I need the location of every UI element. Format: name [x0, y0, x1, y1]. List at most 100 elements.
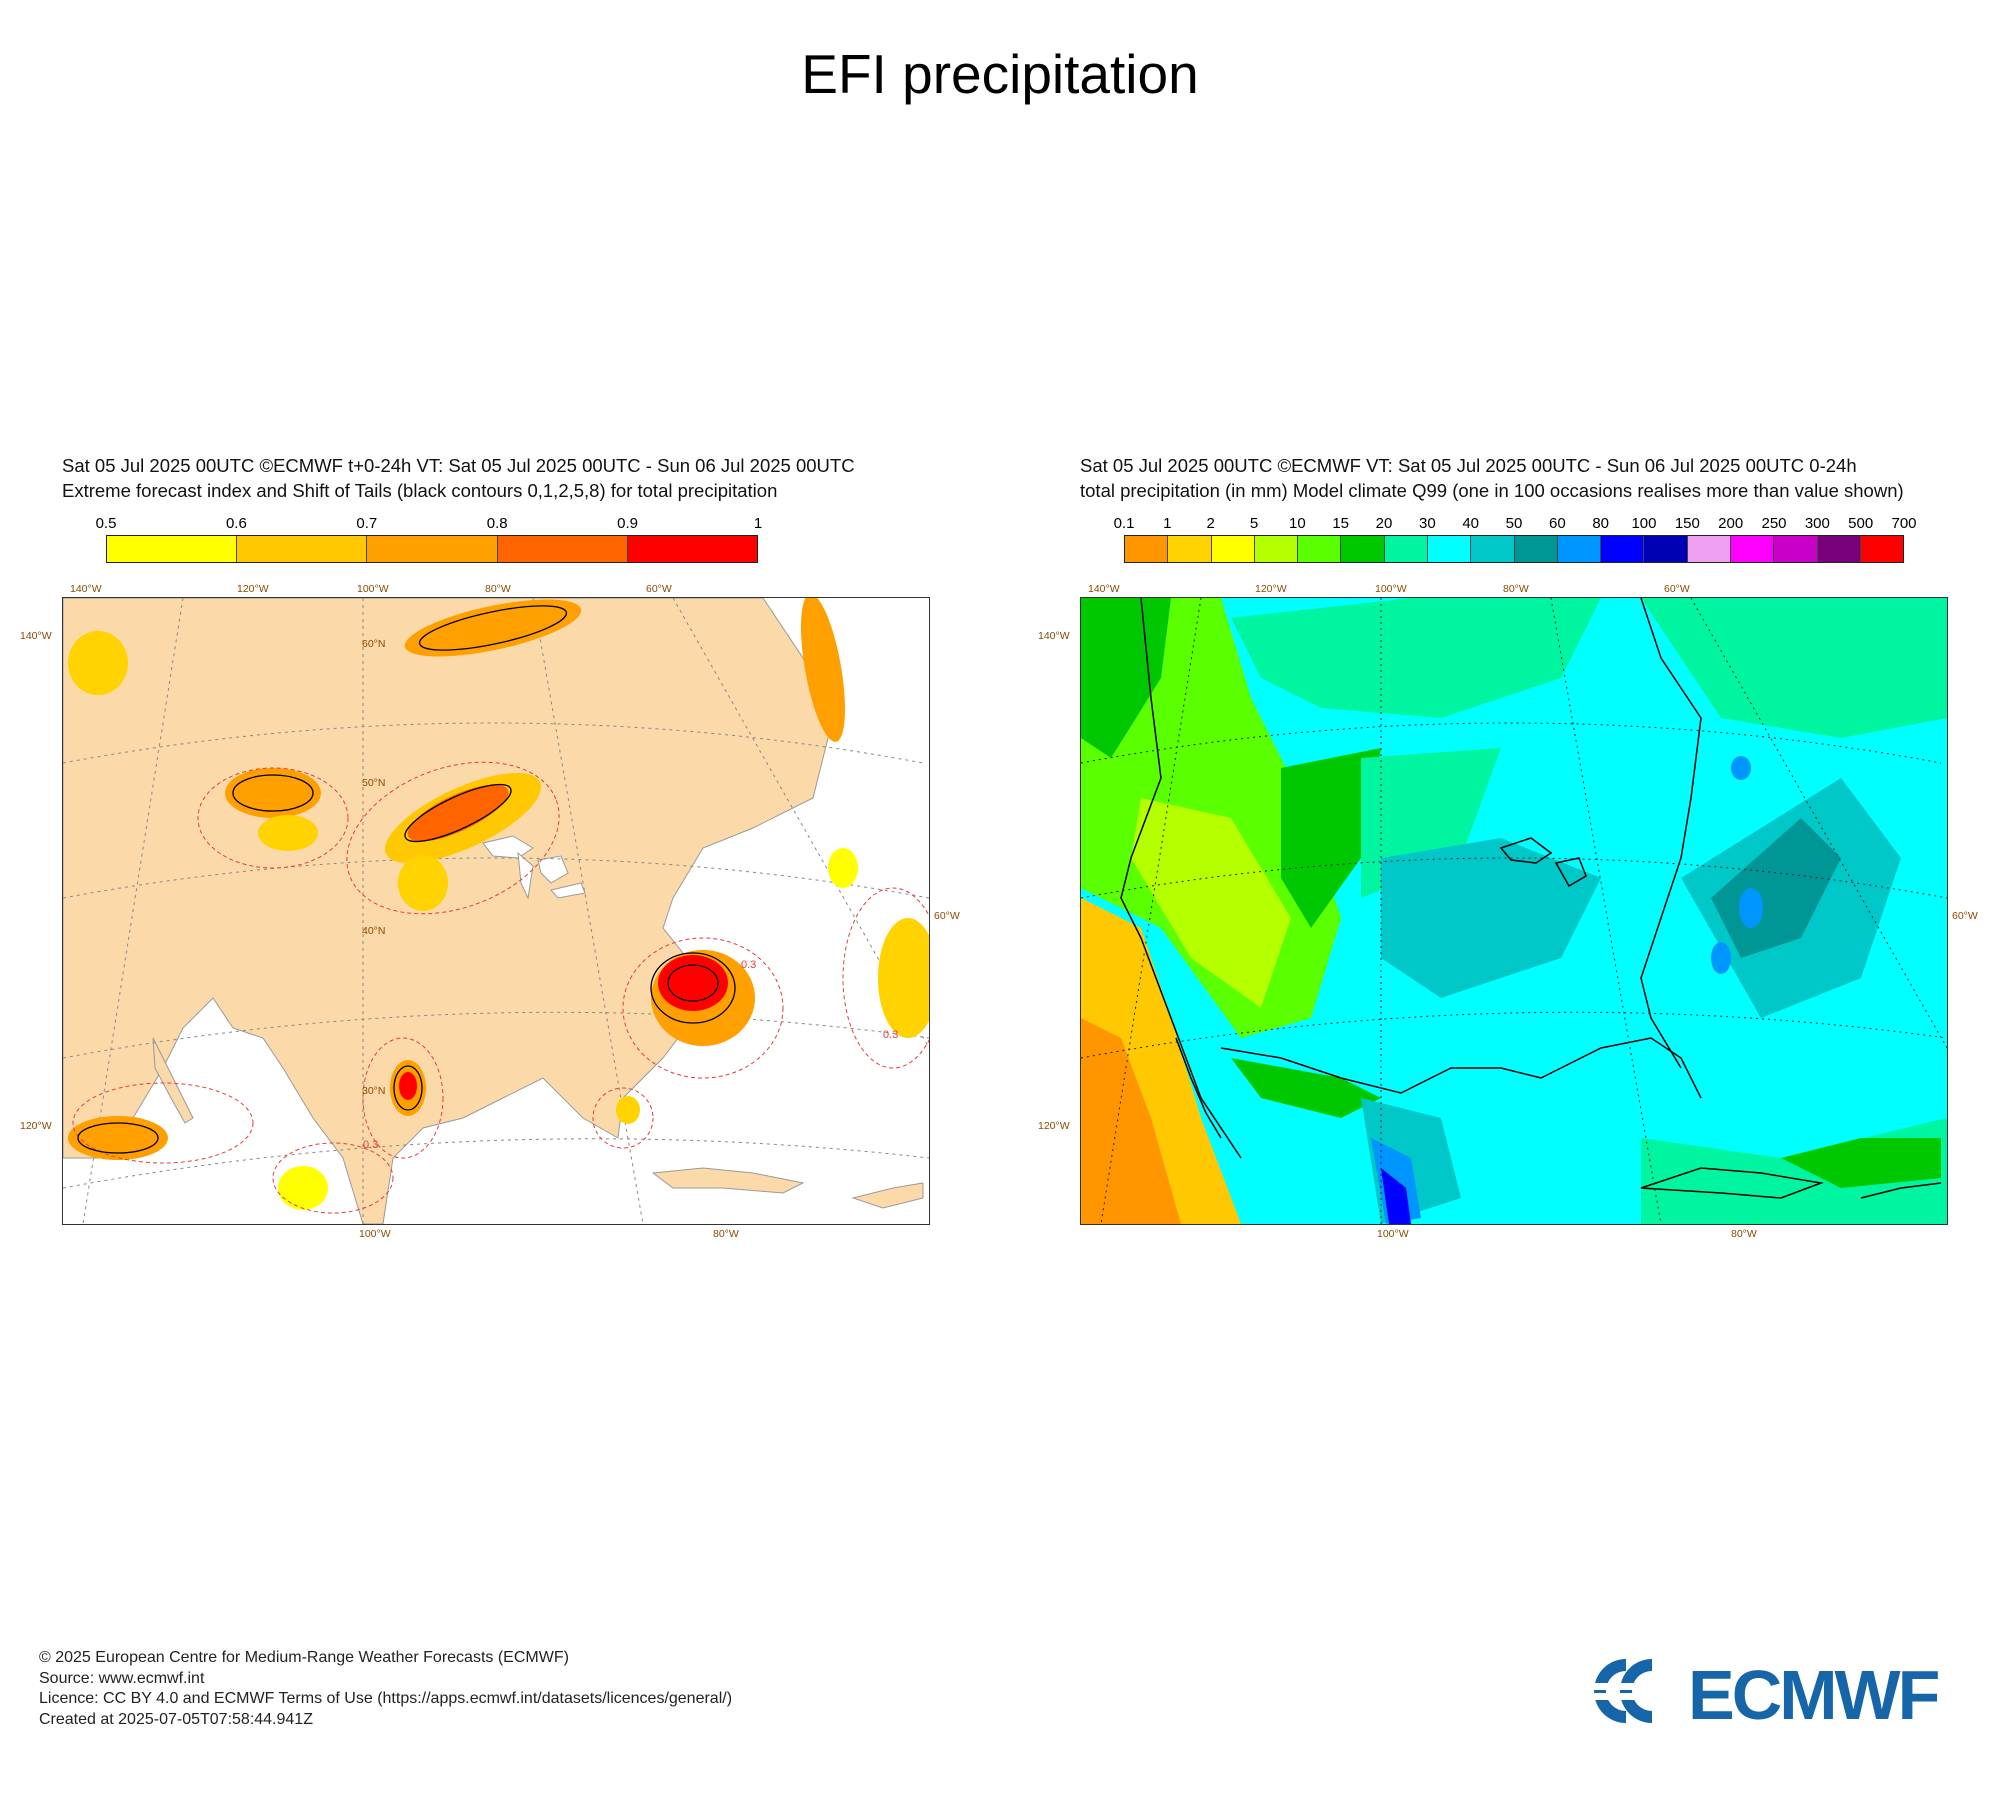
- lat-label: 140°W: [20, 630, 52, 642]
- colorbar-segment: [367, 536, 498, 562]
- efi-colorbar-tick: 0.7: [356, 515, 378, 532]
- lat-label: 60°N: [362, 638, 386, 650]
- colorbar-segment: [107, 536, 238, 562]
- efi-sot-contours: [77, 605, 736, 1154]
- q99-colorbar-tick: 500: [1848, 515, 1874, 532]
- lon-label: 60°W: [646, 583, 672, 595]
- footer-created: Created at 2025-07-05T07:58:44.941Z: [39, 1710, 313, 1728]
- colorbar-segment: [1774, 536, 1818, 562]
- lon-label: 100°W: [359, 1228, 391, 1240]
- efi-colorbar: [106, 535, 758, 563]
- ecmwf-logo: ECMWF: [1590, 1656, 1942, 1727]
- lat-label: 140°W: [1038, 630, 1070, 642]
- colorbar-segment: [1298, 536, 1342, 562]
- q99-colorbar-tick: 50: [1505, 515, 1523, 532]
- q99-colorbar-tick: 250: [1761, 515, 1787, 532]
- lon-label: 80°W: [713, 1228, 739, 1240]
- efi-header-line1: Sat 05 Jul 2025 00UTC ©ECMWF t+0-24h VT:…: [62, 455, 855, 476]
- footer-licence: Licence: CC BY 4.0 and ECMWF Terms of Us…: [39, 1690, 733, 1707]
- lon-label: 120°W: [1255, 583, 1287, 595]
- q99-colorbar-tick: 200: [1718, 515, 1744, 532]
- q99-header-line2: total precipitation (in mm) Model climat…: [1080, 480, 1904, 501]
- colorbar-segment: [627, 536, 758, 562]
- lon-label: 60°W: [1952, 910, 1978, 922]
- q99-colorbar-labels: 0.1 1 2 5 10 15 20 30 40 50 60 80 100 150 200 250 300 500…: [1114, 515, 1917, 535]
- footer-copyright: © 2025 European Centre for Medium-Range …: [39, 1649, 569, 1666]
- efi-colorbar-tick: 1: [753, 515, 763, 532]
- colorbar-segment: [1471, 536, 1515, 562]
- colorbar-segment: [1687, 536, 1731, 562]
- q99-colorbar-tick: 15: [1332, 515, 1349, 532]
- efi-map-svg: 0.3 0.3 0.3: [63, 598, 929, 1224]
- colorbar-segment: [237, 536, 368, 562]
- lon-label: 80°W: [1503, 583, 1529, 595]
- lat-label: 50°N: [362, 777, 386, 789]
- q99-colorbar-tick: 300: [1804, 515, 1830, 532]
- lat-label: 40°N: [362, 925, 386, 937]
- efi-panel: Sat 05 Jul 2025 00UTC ©ECMWF t+0-24h VT:…: [20, 455, 960, 1240]
- colorbar-segment: [1211, 536, 1255, 562]
- q99-colorbar-tick: 80: [1592, 515, 1609, 532]
- colorbar-segment: [1644, 536, 1688, 562]
- colorbar-segment: [1254, 536, 1299, 562]
- colorbar-segment: [1601, 536, 1645, 562]
- efi-colorbar-tick: 0.5: [95, 515, 117, 532]
- efi-colorbar-labels: 0.5 0.6 0.7 0.8 0.9 1: [96, 515, 763, 535]
- efi-contour-0-3: [72, 761, 929, 1214]
- colorbar-segment: [1427, 536, 1472, 562]
- efi-map: 0.3 0.3 0.3: [62, 597, 930, 1225]
- page-title: EFI precipitation: [801, 43, 1199, 105]
- lat-label: 30°N: [362, 1085, 386, 1097]
- lon-label: 80°W: [1731, 1228, 1757, 1240]
- q99-colorbar-tick: 40: [1462, 515, 1479, 532]
- q99-colorbar-tick: 150: [1674, 515, 1700, 532]
- q99-map-svg: [1081, 598, 1947, 1224]
- land-north-america: [63, 598, 834, 1224]
- lon-label: 100°W: [1375, 583, 1407, 595]
- colorbar-segment: [1384, 536, 1428, 562]
- lon-label: 80°W: [485, 583, 511, 595]
- q99-colorbar-tick: 0.1: [1113, 515, 1135, 532]
- q99-colorbar: [1124, 535, 1904, 563]
- lon-label: 60°W: [934, 910, 960, 922]
- q99-coastlines: [1120, 598, 1942, 1199]
- colorbar-segment: [1514, 536, 1558, 562]
- q99-colorbar-tick: 1: [1163, 515, 1172, 532]
- efi-colorbar-tick: 0.9: [617, 515, 639, 532]
- q99-colorbar-tick: 60: [1548, 515, 1566, 532]
- efi-colorbar-tick: 0.6: [225, 515, 247, 532]
- lon-label: 140°W: [1088, 583, 1120, 595]
- contour-label: 0.3: [883, 1029, 898, 1041]
- lon-label: 100°W: [1377, 1228, 1409, 1240]
- q99-colorbar-tick: 100: [1631, 515, 1657, 532]
- lat-label: 120°W: [20, 1120, 52, 1132]
- q99-colorbar-tick: 700: [1891, 515, 1917, 532]
- q99-colorbar-tick: 10: [1288, 515, 1306, 532]
- q99-colorbar-tick: 20: [1375, 515, 1393, 532]
- colorbar-segment: [1817, 536, 1861, 562]
- footer-source: Source: www.ecmwf.int: [39, 1669, 205, 1687]
- q99-header-line1: Sat 05 Jul 2025 00UTC ©ECMWF VT: Sat 05 …: [1080, 455, 1857, 476]
- q99-colorbar-tick: 2: [1206, 515, 1215, 532]
- contour-label: 0.3: [741, 959, 756, 971]
- colorbar-segment: [1557, 536, 1602, 562]
- q99-map: [1080, 597, 1948, 1225]
- lat-label: 120°W: [1038, 1120, 1070, 1132]
- logo-text: ECMWF: [1688, 1656, 1939, 1727]
- efi-header-line2: Extreme forecast index and Shift of Tail…: [62, 480, 778, 501]
- lon-label: 60°W: [1664, 583, 1690, 595]
- colorbar-segment: [1168, 536, 1212, 562]
- q99-colorbar-tick: 5: [1249, 515, 1259, 532]
- colorbar-segment: [497, 536, 628, 562]
- lon-label: 100°W: [357, 583, 389, 595]
- colorbar-segment: [1860, 536, 1904, 562]
- q99-colorbar-tick: 30: [1418, 515, 1436, 532]
- colorbar-segment: [1730, 536, 1775, 562]
- q99-panel: Sat 05 Jul 2025 00UTC ©ECMWF VT: Sat 05 …: [1038, 455, 1978, 1240]
- colorbar-segment: [1125, 536, 1169, 562]
- footer: © 2025 European Centre for Medium-Range …: [39, 1648, 732, 1730]
- lon-label: 120°W: [237, 583, 269, 595]
- contour-label: 0.3: [363, 1139, 378, 1151]
- efi-colorbar-tick: 0.8: [486, 515, 508, 532]
- lon-label: 140°W: [70, 583, 102, 595]
